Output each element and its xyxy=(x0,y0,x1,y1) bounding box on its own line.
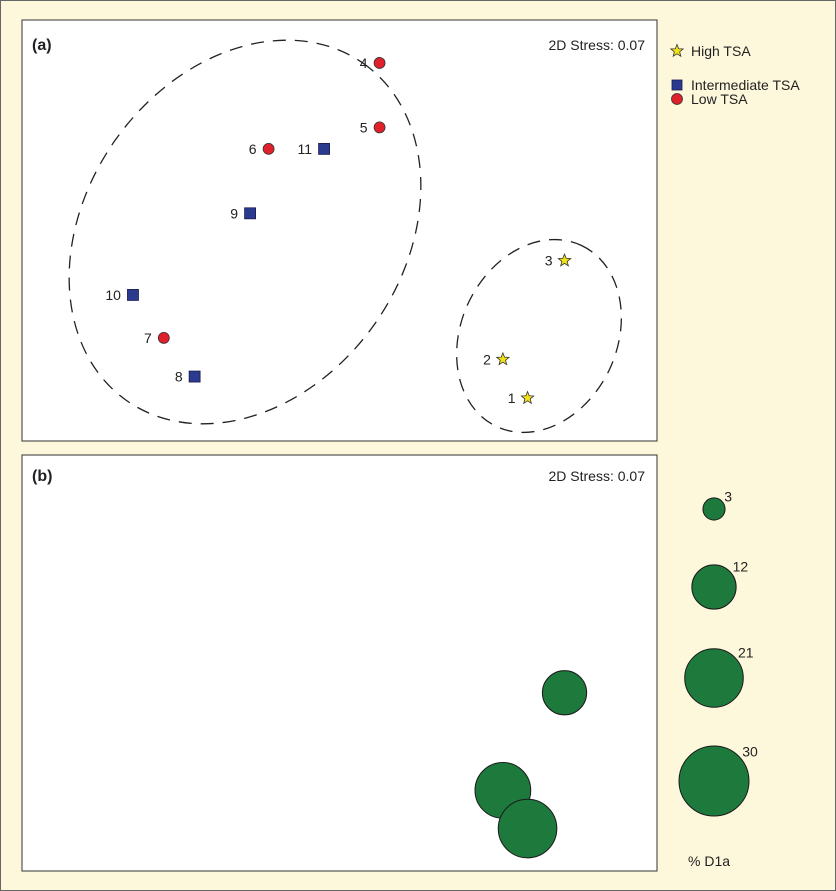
size-legend-bubble xyxy=(678,745,750,817)
size-legend-title: % D1a xyxy=(688,853,730,869)
panel-b-label: (b) xyxy=(32,468,52,485)
data-point: 6 xyxy=(249,141,275,157)
data-point: 11 xyxy=(298,141,330,157)
legend-item-intermediate: Intermediate TSA xyxy=(671,77,800,93)
data-point: 7 xyxy=(144,330,170,346)
cluster-a-outline xyxy=(68,39,422,425)
legend-label-low: Low TSA xyxy=(691,91,748,107)
size-legend-value: 21 xyxy=(738,645,754,661)
panel-b-bubbles xyxy=(474,670,588,859)
point-label: 9 xyxy=(230,205,238,221)
size-legend-bubble xyxy=(702,497,726,521)
panel-a-plot-area xyxy=(21,19,658,442)
point-label: 6 xyxy=(249,141,257,157)
point-label: 11 xyxy=(298,141,313,157)
point-marker xyxy=(244,207,257,220)
data-point: 9 xyxy=(230,205,257,221)
point-label: 10 xyxy=(105,287,121,303)
point-label: 8 xyxy=(175,369,183,385)
data-point: 1 xyxy=(508,390,535,406)
point-marker xyxy=(318,142,330,155)
point-marker xyxy=(262,142,275,155)
data-point: 4 xyxy=(360,55,386,71)
point-marker xyxy=(557,252,572,267)
point-marker xyxy=(157,331,170,344)
point-marker xyxy=(520,390,535,405)
bubble-size-legend: % D1a 3 12 21 30 xyxy=(678,488,758,869)
bubble xyxy=(541,670,588,716)
data-point: 5 xyxy=(360,119,386,135)
size-legend-value: 30 xyxy=(742,744,758,760)
point-label: 2 xyxy=(483,351,491,367)
panel-b-plot-area xyxy=(21,454,658,872)
point-label: 4 xyxy=(360,55,368,71)
size-legend-value: 12 xyxy=(733,559,749,575)
legend-label-intermediate: Intermediate TSA xyxy=(691,77,800,93)
point-marker xyxy=(495,351,511,366)
panel-a-points: 1 2 3 4 5 6 7 8 9 10 11 xyxy=(105,55,572,406)
bubble xyxy=(497,798,558,859)
point-label: 7 xyxy=(144,330,152,346)
legend-label-high: High TSA xyxy=(691,43,751,59)
data-point: 2 xyxy=(483,351,511,367)
point-marker xyxy=(188,370,201,383)
point-label: 3 xyxy=(545,253,553,269)
legend-item-high: High TSA xyxy=(669,43,751,59)
panel-b-stress-text: 2D Stress: 0.07 xyxy=(549,468,646,484)
cluster-b-outline xyxy=(455,238,623,434)
point-label: 1 xyxy=(508,390,516,406)
circle-marker-icon xyxy=(671,93,683,105)
star-marker-icon xyxy=(669,43,685,58)
point-marker xyxy=(373,121,386,134)
panel-b: (b) 2D Stress: 0.07 % D1a 3 12 21 30 xyxy=(21,454,758,872)
data-point: 10 xyxy=(105,287,139,303)
point-marker xyxy=(373,57,386,69)
data-point: 3 xyxy=(545,252,572,269)
panel-a-label: (a) xyxy=(32,37,52,54)
panel-a: (a) 2D Stress: 0.07 1 2 3 4 5 6 7 8 9 10 11 High T… xyxy=(21,19,800,442)
point-label: 5 xyxy=(360,119,368,135)
data-point: 8 xyxy=(175,369,201,385)
square-marker-icon xyxy=(671,79,683,91)
legend-item-low: Low TSA xyxy=(671,91,748,107)
size-legend-bubble xyxy=(691,564,737,610)
size-legend-bubble xyxy=(684,648,744,708)
panel-a-stress-text: 2D Stress: 0.07 xyxy=(549,37,646,53)
size-legend-value: 3 xyxy=(724,488,732,504)
legend: High TSA Intermediate TSA Low TSA xyxy=(669,43,800,107)
point-marker xyxy=(127,289,139,301)
